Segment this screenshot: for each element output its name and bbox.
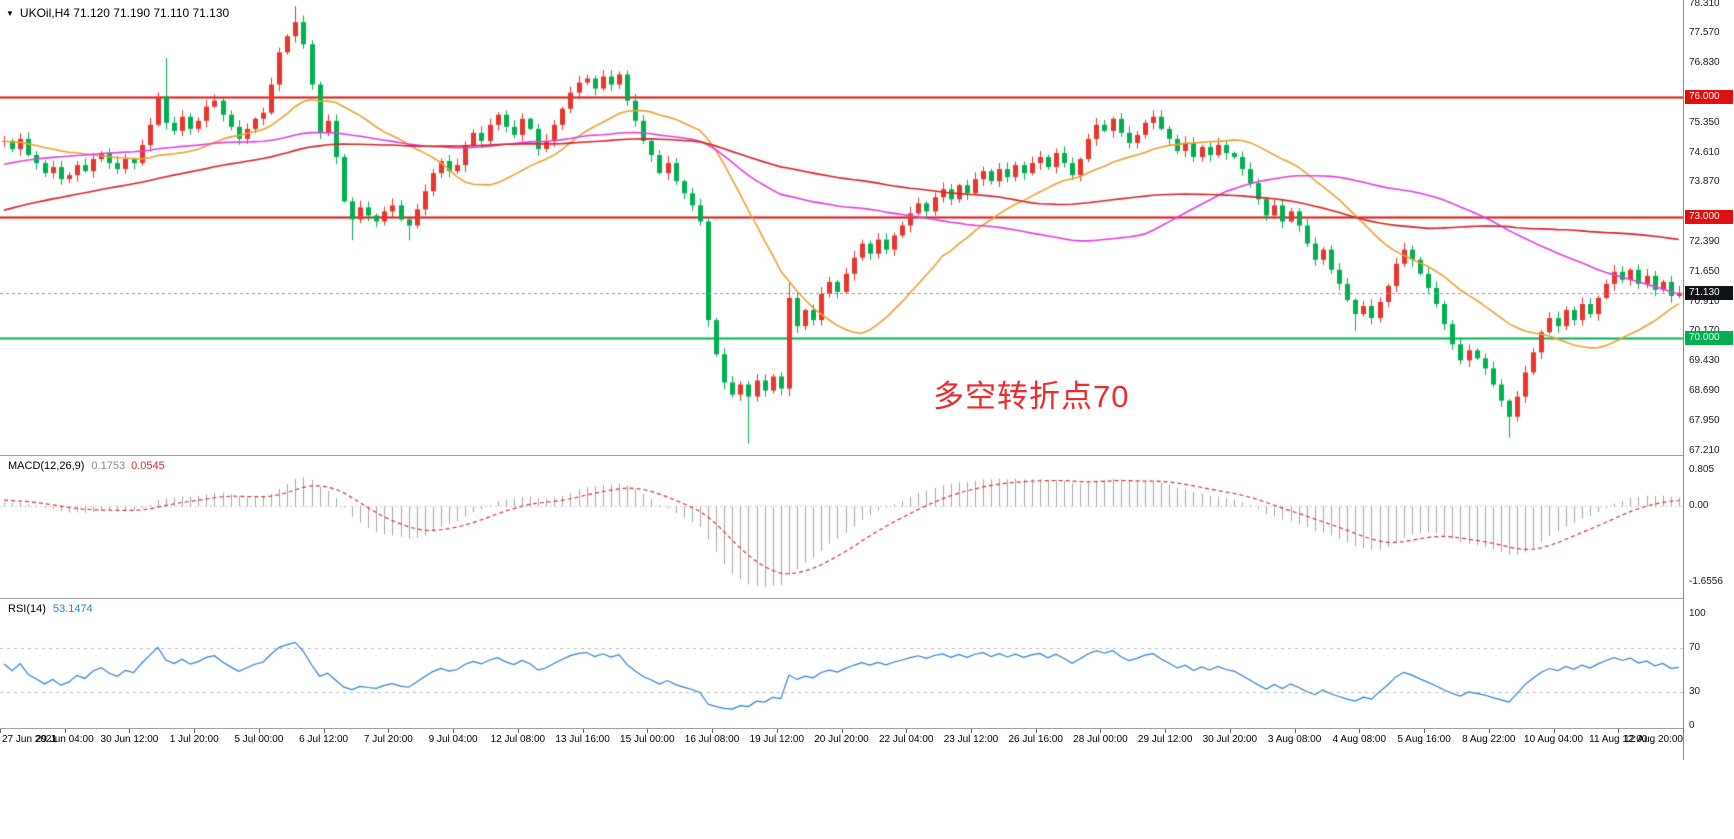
- time-label: 8 Aug 22:00: [1462, 734, 1516, 745]
- rsi-tick-label: 30: [1689, 686, 1701, 698]
- time-label: 26 Jul 16:00: [1008, 734, 1063, 745]
- macd-tick-label: -1.6556: [1689, 576, 1723, 588]
- symbol-dropdown-icon[interactable]: ▼: [6, 8, 14, 18]
- time-label: 16 Jul 08:00: [684, 734, 740, 745]
- rsi-indicator-label: RSI(14) 53.1474: [8, 603, 93, 615]
- time-tick: [324, 729, 325, 733]
- price-tick-label: 67.210: [1689, 444, 1720, 456]
- time-label: 29 Jul 12:00: [1137, 734, 1193, 745]
- macd-main-value: 0.1753: [91, 460, 126, 472]
- time-label: 23 Jul 12:00: [943, 734, 999, 745]
- price-tick-label: 76.830: [1689, 57, 1720, 69]
- time-label: 13 Jul 16:00: [555, 734, 610, 745]
- rsi-name: RSI(14): [8, 603, 46, 615]
- time-tick: [453, 729, 454, 733]
- time-label: 4 Aug 08:00: [1332, 734, 1387, 745]
- time-tick: [65, 729, 66, 733]
- time-tick: [1683, 729, 1684, 733]
- time-tick: [1489, 729, 1490, 733]
- price-tag-76-000: 76.000: [1685, 89, 1733, 104]
- time-label: 6 Jul 12:00: [299, 734, 349, 745]
- price-tick-label: 67.950: [1689, 414, 1720, 426]
- time-tick: [129, 729, 130, 733]
- rsi-canvas[interactable]: [0, 599, 1683, 728]
- price-tag-70-000: 70.000: [1685, 331, 1733, 346]
- chart-text-annotation[interactable]: 多空转折点70: [933, 379, 1130, 414]
- price-tick-label: 77.570: [1689, 27, 1720, 39]
- chart-title: ▼ UKOil,H4 71.120 71.190 71.110 71.130: [6, 6, 229, 20]
- time-tick: [518, 729, 519, 733]
- time-label: 22 Jul 04:00: [878, 734, 934, 745]
- macd-indicator-label: MACD(12,26,9) 0.1753 0.0545: [8, 460, 165, 472]
- time-label: 20 Jul 20:00: [814, 734, 869, 745]
- symbol-ohlc-text: UKOil,H4 71.120 71.190 71.110 71.130: [19, 6, 230, 20]
- time-tick: [1424, 729, 1425, 733]
- time-label: 30 Jul 20:00: [1202, 734, 1258, 745]
- macd-name: MACD(12,26,9): [8, 460, 85, 472]
- time-tick: [1618, 729, 1619, 733]
- time-label: 28 Jul 00:00: [1073, 734, 1128, 745]
- time-label: 15 Jul 00:00: [620, 734, 675, 745]
- time-label: 10 Aug 04:00: [1524, 734, 1584, 745]
- price-tick-label: 74.610: [1689, 146, 1720, 158]
- macd-tick-label: 0.805: [1689, 463, 1715, 475]
- time-tick: [1036, 729, 1037, 733]
- time-tick: [971, 729, 972, 733]
- time-tick: [0, 729, 1, 733]
- time-tick: [388, 729, 389, 733]
- time-label: 12 Aug 20:00: [1624, 734, 1683, 745]
- time-tick: [1295, 729, 1296, 733]
- time-tick: [842, 729, 843, 733]
- price-tag-71-130: 71.130: [1685, 285, 1733, 300]
- time-tick: [712, 729, 713, 733]
- price-tick-label: 68.690: [1689, 384, 1720, 396]
- time-label: 7 Jul 20:00: [363, 734, 413, 745]
- panel-separator[interactable]: [0, 455, 1734, 456]
- price-tick-label: 75.350: [1689, 116, 1720, 128]
- time-label: 1 Jul 20:00: [169, 734, 219, 745]
- time-label: 3 Aug 08:00: [1267, 734, 1322, 745]
- time-label: 12 Jul 08:00: [490, 734, 546, 745]
- time-label: 19 Jul 12:00: [749, 734, 805, 745]
- rsi-tick-label: 0: [1689, 720, 1695, 731]
- price-tick-label: 69.430: [1689, 355, 1720, 367]
- time-tick: [583, 729, 584, 733]
- price-tick-label: 73.870: [1689, 176, 1720, 188]
- rsi-value: 53.1474: [52, 603, 93, 615]
- macd-signal-value: 0.0545: [131, 460, 165, 472]
- time-axis[interactable]: 27 Jun 2021 29 Jun 04:00 30 Jun 12:00 1 Jul…: [0, 729, 1684, 753]
- time-label: 11 Aug 12:00: [1589, 734, 1648, 745]
- time-tick: [1100, 729, 1101, 733]
- time-tick: [194, 729, 195, 733]
- price-tick-label: 71.650: [1689, 265, 1720, 277]
- time-tick: [777, 729, 778, 733]
- time-tick: [259, 729, 260, 733]
- time-tick: [1230, 729, 1231, 733]
- rsi-tick-label: 100: [1689, 608, 1706, 619]
- time-label: 5 Jul 00:00: [234, 734, 284, 745]
- time-label: 5 Aug 16:00: [1397, 734, 1451, 745]
- rsi-tick-label: 70: [1689, 641, 1701, 653]
- time-label: 27 Jun 2021: [2, 734, 58, 745]
- price-axis[interactable]: 78.310 77.570 76.830 75.350 74.610 73.870 72.3…: [1683, 0, 1734, 760]
- price-tick-label: 78.310: [1689, 0, 1720, 9]
- main-chart-canvas[interactable]: [0, 0, 1683, 455]
- panel-separator[interactable]: [0, 598, 1734, 599]
- time-tick: [1554, 729, 1555, 733]
- time-tick: [906, 729, 907, 733]
- price-tick-label: 72.390: [1689, 235, 1720, 247]
- panel-separator: [0, 728, 1734, 729]
- time-label: 29 Jun 04:00: [35, 734, 94, 745]
- time-label: 9 Jul 04:00: [428, 734, 478, 745]
- price-tick-label: 70.170: [1689, 326, 1720, 336]
- time-label: 30 Jun 12:00: [100, 734, 159, 745]
- macd-canvas[interactable]: [0, 456, 1683, 598]
- time-tick: [647, 729, 648, 733]
- time-tick: [1165, 729, 1166, 733]
- time-tick: [1359, 729, 1360, 733]
- macd-tick-label: 0.00: [1689, 500, 1709, 512]
- price-tag-73-000: 73.000: [1685, 210, 1733, 225]
- price-tick-label: 70.910: [1689, 295, 1720, 307]
